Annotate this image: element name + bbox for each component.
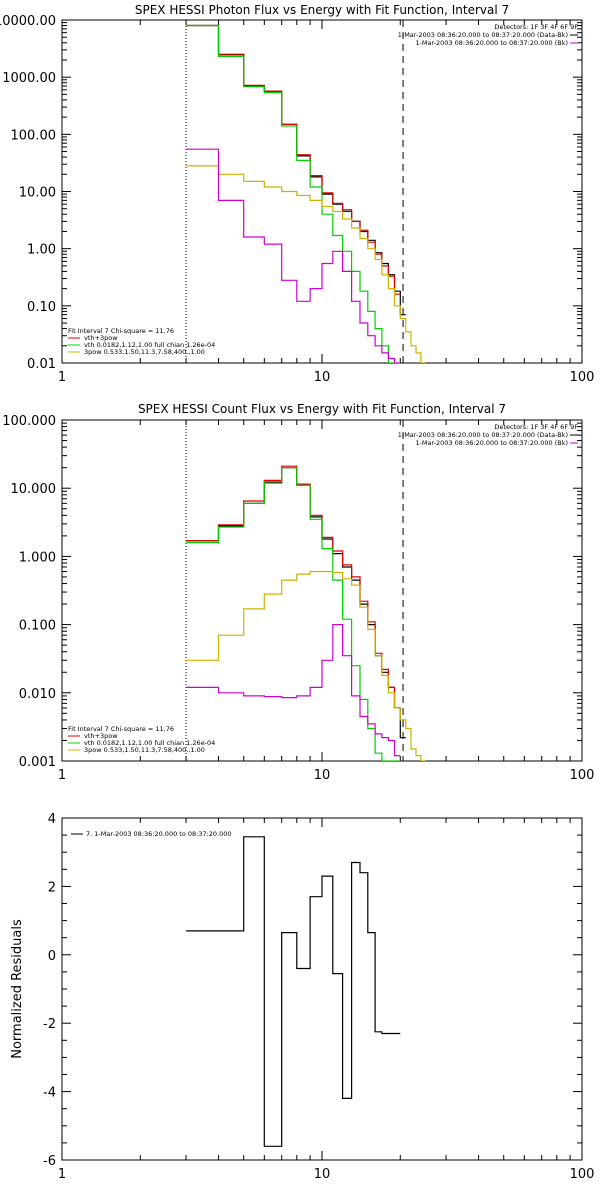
y-tick-label: 0.10 bbox=[27, 300, 56, 315]
x-tick-label: 100 bbox=[570, 370, 595, 385]
panel-0-title: SPEX HESSI Photon Flux vs Energy with Fi… bbox=[135, 3, 509, 17]
header-line: 1-Mar-2003 08:36:20.000 to 08:37:20.000 … bbox=[415, 39, 568, 47]
y-tick-label: 4 bbox=[48, 812, 56, 827]
panel-1-title: SPEX HESSI Count Flux vs Energy with Fit… bbox=[138, 402, 506, 416]
x-tick-label: 10 bbox=[314, 370, 331, 385]
y-tick-label: 10.000 bbox=[11, 482, 57, 497]
series-vth bbox=[186, 24, 395, 363]
y-axis-label: Normalized Residuals bbox=[10, 919, 25, 1059]
header-line: Detectors: 1F 3F 4F 6F 9F bbox=[494, 423, 578, 431]
y-tick-label: 0.100 bbox=[19, 619, 56, 634]
y-tick-label: 1.000 bbox=[19, 550, 56, 565]
y-tick-label: -6 bbox=[43, 1154, 56, 1169]
series-bk bbox=[186, 624, 401, 757]
y-tick-label: 100.00 bbox=[11, 128, 57, 143]
y-tick-label: 10.00 bbox=[19, 186, 56, 201]
x-tick-label: 100 bbox=[570, 1167, 595, 1182]
x-tick-label: 1 bbox=[58, 768, 66, 783]
legend-entry: vth 0.0182,1.12,1.00 full chian 1.26e-04 bbox=[84, 739, 215, 747]
y-tick-label: 0.010 bbox=[19, 687, 56, 702]
series-3pow bbox=[186, 165, 426, 363]
header-line: 1-Mar-2003 08:36:20.000 to 08:37:20.000 … bbox=[398, 431, 568, 439]
legend-entry: 3pow 0.533,1.50,11.3,7.58,400.,1.00 bbox=[84, 348, 205, 356]
header-line: Detectors: 1F 3F 4F 6F 9F bbox=[494, 23, 578, 31]
y-tick-label: 0.001 bbox=[19, 755, 56, 770]
legend-title: Fit Interval 7 Chi-square = 11.76 bbox=[68, 327, 174, 335]
x-tick-label: 1 bbox=[58, 370, 66, 385]
y-tick-label: 1.00 bbox=[27, 243, 56, 258]
x-tick-label: 10 bbox=[314, 768, 331, 783]
x-tick-label: 10 bbox=[314, 1167, 331, 1182]
legend-entry: vth 0.0182,1.12,1.00 full chian 1.26e-04 bbox=[84, 341, 215, 349]
x-tick-label: 100 bbox=[570, 768, 595, 783]
y-tick-label: -4 bbox=[43, 1086, 56, 1101]
y-tick-label: 0 bbox=[48, 949, 56, 964]
y-tick-label: 100.000 bbox=[2, 414, 56, 429]
legend-entry: 3pow 0.533,1.50,11.3,7.58,400.,1.00 bbox=[84, 746, 205, 754]
y-tick-label: 1000.00 bbox=[2, 71, 56, 86]
series-vth-3pow bbox=[186, 465, 401, 709]
legend-entry: vth+3pow bbox=[84, 732, 118, 740]
x-tick-label: 1 bbox=[58, 1167, 66, 1182]
y-tick-label: 10000.00 bbox=[0, 14, 56, 29]
legend-entry: vth+3pow bbox=[84, 334, 118, 342]
legend-title: Fit Interval 7 Chi-square = 11.76 bbox=[68, 725, 174, 733]
series-7-1-mar-2003-08-36-20-000-to-08-37-20-000 bbox=[186, 836, 401, 1147]
panel-2-frame bbox=[61, 817, 583, 1161]
y-tick-label: -2 bbox=[43, 1017, 56, 1032]
y-tick-label: 0.01 bbox=[27, 357, 56, 372]
series-3pow bbox=[186, 570, 426, 761]
series-bk bbox=[186, 148, 401, 363]
legend-entry: 7. 1-Mar-2003 08:36:20.000 to 08:37:20.0… bbox=[86, 830, 232, 838]
header-line: 1-Mar-2003 08:36:20.000 to 08:37:20.000 … bbox=[398, 31, 568, 39]
y-tick-label: 2 bbox=[48, 880, 56, 895]
header-line: 1-Mar-2003 08:36:20.000 to 08:37:20.000 … bbox=[415, 439, 568, 447]
series-vth bbox=[186, 467, 401, 761]
panel-1-frame bbox=[61, 419, 583, 762]
